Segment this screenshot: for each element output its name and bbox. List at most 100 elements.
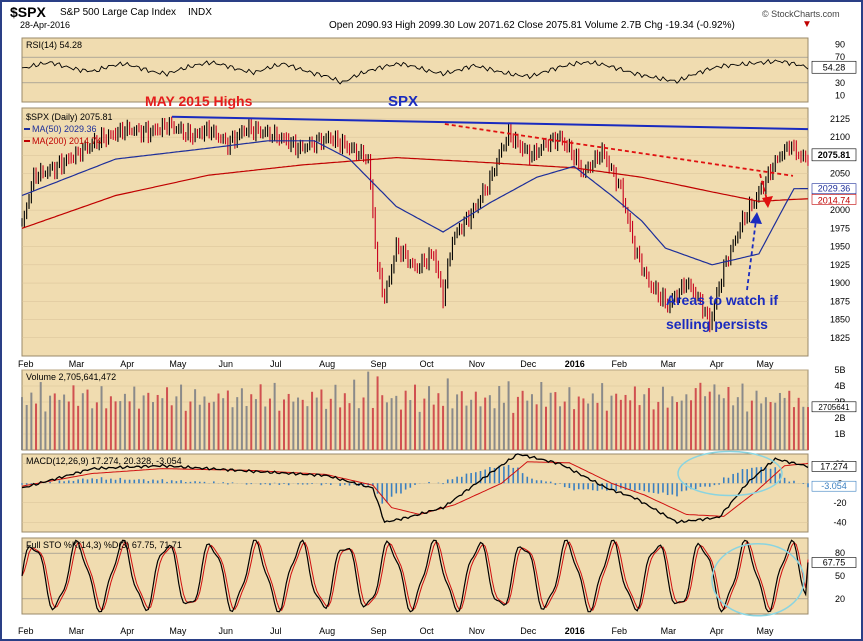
- macd-histogram-bar: [741, 469, 744, 484]
- volume-bar: [502, 402, 505, 450]
- macd-histogram-bar: [451, 479, 454, 484]
- macd-histogram-bar: [713, 483, 716, 486]
- macd-histogram-bar: [596, 483, 599, 491]
- volume-bar: [404, 390, 407, 450]
- macd-histogram-bar: [110, 478, 112, 484]
- volume-bar: [573, 409, 576, 450]
- macd-histogram-bar: [676, 483, 678, 497]
- rsi-panel-bg: [21, 37, 809, 103]
- x-tick-label-bottom: Mar: [69, 626, 85, 636]
- volume-bar: [764, 397, 767, 450]
- volume-bar: [624, 394, 627, 450]
- volume-last-box: [811, 401, 857, 413]
- volume-bar: [226, 390, 229, 450]
- x-tick-label: Apr: [710, 359, 724, 369]
- volume-bar: [437, 393, 440, 450]
- macd-histogram-bar: [774, 467, 777, 484]
- index-name: S&P 500 Large Cap Index: [60, 7, 177, 18]
- volume-bar: [783, 397, 786, 450]
- volume-bar: [180, 384, 183, 450]
- volume-bar: [722, 398, 725, 450]
- macd-histogram-bar: [77, 479, 79, 484]
- macd-histogram-bar: [400, 483, 402, 494]
- volume-bar: [133, 386, 136, 450]
- macd-histogram-bar: [124, 479, 126, 484]
- arrow-down-icon: [759, 173, 768, 201]
- x-tick-label: Aug: [319, 359, 335, 369]
- macd-histogram-bar: [213, 481, 215, 484]
- volume-bar: [601, 383, 604, 450]
- volume-bar: [428, 386, 431, 450]
- price-panel-bg: [21, 107, 809, 357]
- ma200-last-label: 2014.74: [818, 195, 851, 205]
- macd-last-box: [811, 480, 857, 492]
- volume-bar: [362, 397, 365, 450]
- volume-bar: [325, 408, 328, 450]
- arrow-down-head-icon: [762, 196, 773, 208]
- volume-bar: [540, 381, 543, 450]
- volume-bar: [521, 390, 524, 450]
- macd-histogram-bar: [96, 479, 98, 484]
- macd-histogram-bar: [559, 483, 561, 484]
- x-axis: Feb Mar Apr May Jun Jul Aug Sep Oct Nov Dec 2016 Feb…: [18, 359, 774, 636]
- macd-histogram-bar: [283, 483, 285, 484]
- symbol: $SPX: [10, 4, 46, 20]
- macd-last-label: -3.054: [821, 481, 847, 491]
- volume-bar: [320, 389, 323, 450]
- volume-bar: [760, 403, 763, 450]
- macd-histogram-bar: [72, 480, 75, 484]
- trendline-red: [444, 123, 794, 177]
- macd-histogram-bar: [643, 483, 646, 492]
- macd-histogram-bar: [563, 483, 566, 488]
- volume-bar: [591, 393, 594, 450]
- volume-bar: [512, 412, 515, 450]
- volume-bar: [329, 398, 332, 450]
- macd-histogram-bar: [301, 483, 304, 485]
- macd-histogram-bar: [549, 481, 552, 484]
- volume-bar: [161, 398, 164, 450]
- macd-histogram-bar: [25, 483, 28, 485]
- ma50-last-box: [811, 183, 857, 195]
- macd-histogram-bar: [727, 477, 730, 484]
- volume-bar: [250, 394, 253, 450]
- macd-histogram-bar: [615, 483, 617, 492]
- volume-bar: [390, 398, 393, 450]
- macd-histogram-bar: [156, 480, 159, 484]
- volume-bar: [442, 405, 445, 450]
- sto-last-label: 67.75: [823, 558, 846, 568]
- macd-histogram-bar: [147, 481, 150, 484]
- ma50-legend: MA(50) 2029.36: [32, 124, 97, 134]
- macd-histogram-bar: [765, 467, 767, 484]
- volume-bar: [643, 394, 646, 450]
- macd-histogram-bar: [460, 476, 463, 484]
- price-tick-label: 2100: [830, 132, 850, 142]
- volume-bar: [704, 396, 707, 450]
- rsi-last-box: [811, 60, 857, 74]
- volume-bar: [718, 394, 721, 450]
- macd-histogram-bar: [227, 483, 229, 485]
- macd-histogram-bar: [722, 477, 725, 484]
- volume-bar: [21, 397, 23, 450]
- macd-histogram-bar: [746, 469, 748, 484]
- volume-bar: [802, 406, 805, 450]
- quote-date: 28-Apr-2016: [20, 20, 71, 30]
- x-tick-label: Mar: [69, 359, 85, 369]
- volume-bar: [44, 411, 47, 450]
- volume-tick-label: 2B: [834, 413, 845, 423]
- macd-histogram-bar: [521, 473, 524, 484]
- macd-histogram-bar: [21, 483, 23, 485]
- volume-bar: [259, 384, 262, 450]
- annotation-watch-2: selling persists: [666, 316, 768, 332]
- volume-bar: [348, 403, 351, 450]
- macd-histogram-bar: [91, 478, 93, 484]
- annotation-spx: SPX: [388, 93, 418, 110]
- volume-bar: [488, 395, 491, 450]
- volume-bar: [516, 396, 519, 450]
- macd-histogram-bar: [245, 483, 248, 485]
- volume-bar: [699, 382, 702, 450]
- volume-bar: [694, 388, 697, 450]
- volume-bar: [306, 406, 309, 450]
- volume-bar: [792, 407, 795, 450]
- macd-histogram-bar: [344, 483, 346, 485]
- macd-histogram-bar: [325, 483, 327, 484]
